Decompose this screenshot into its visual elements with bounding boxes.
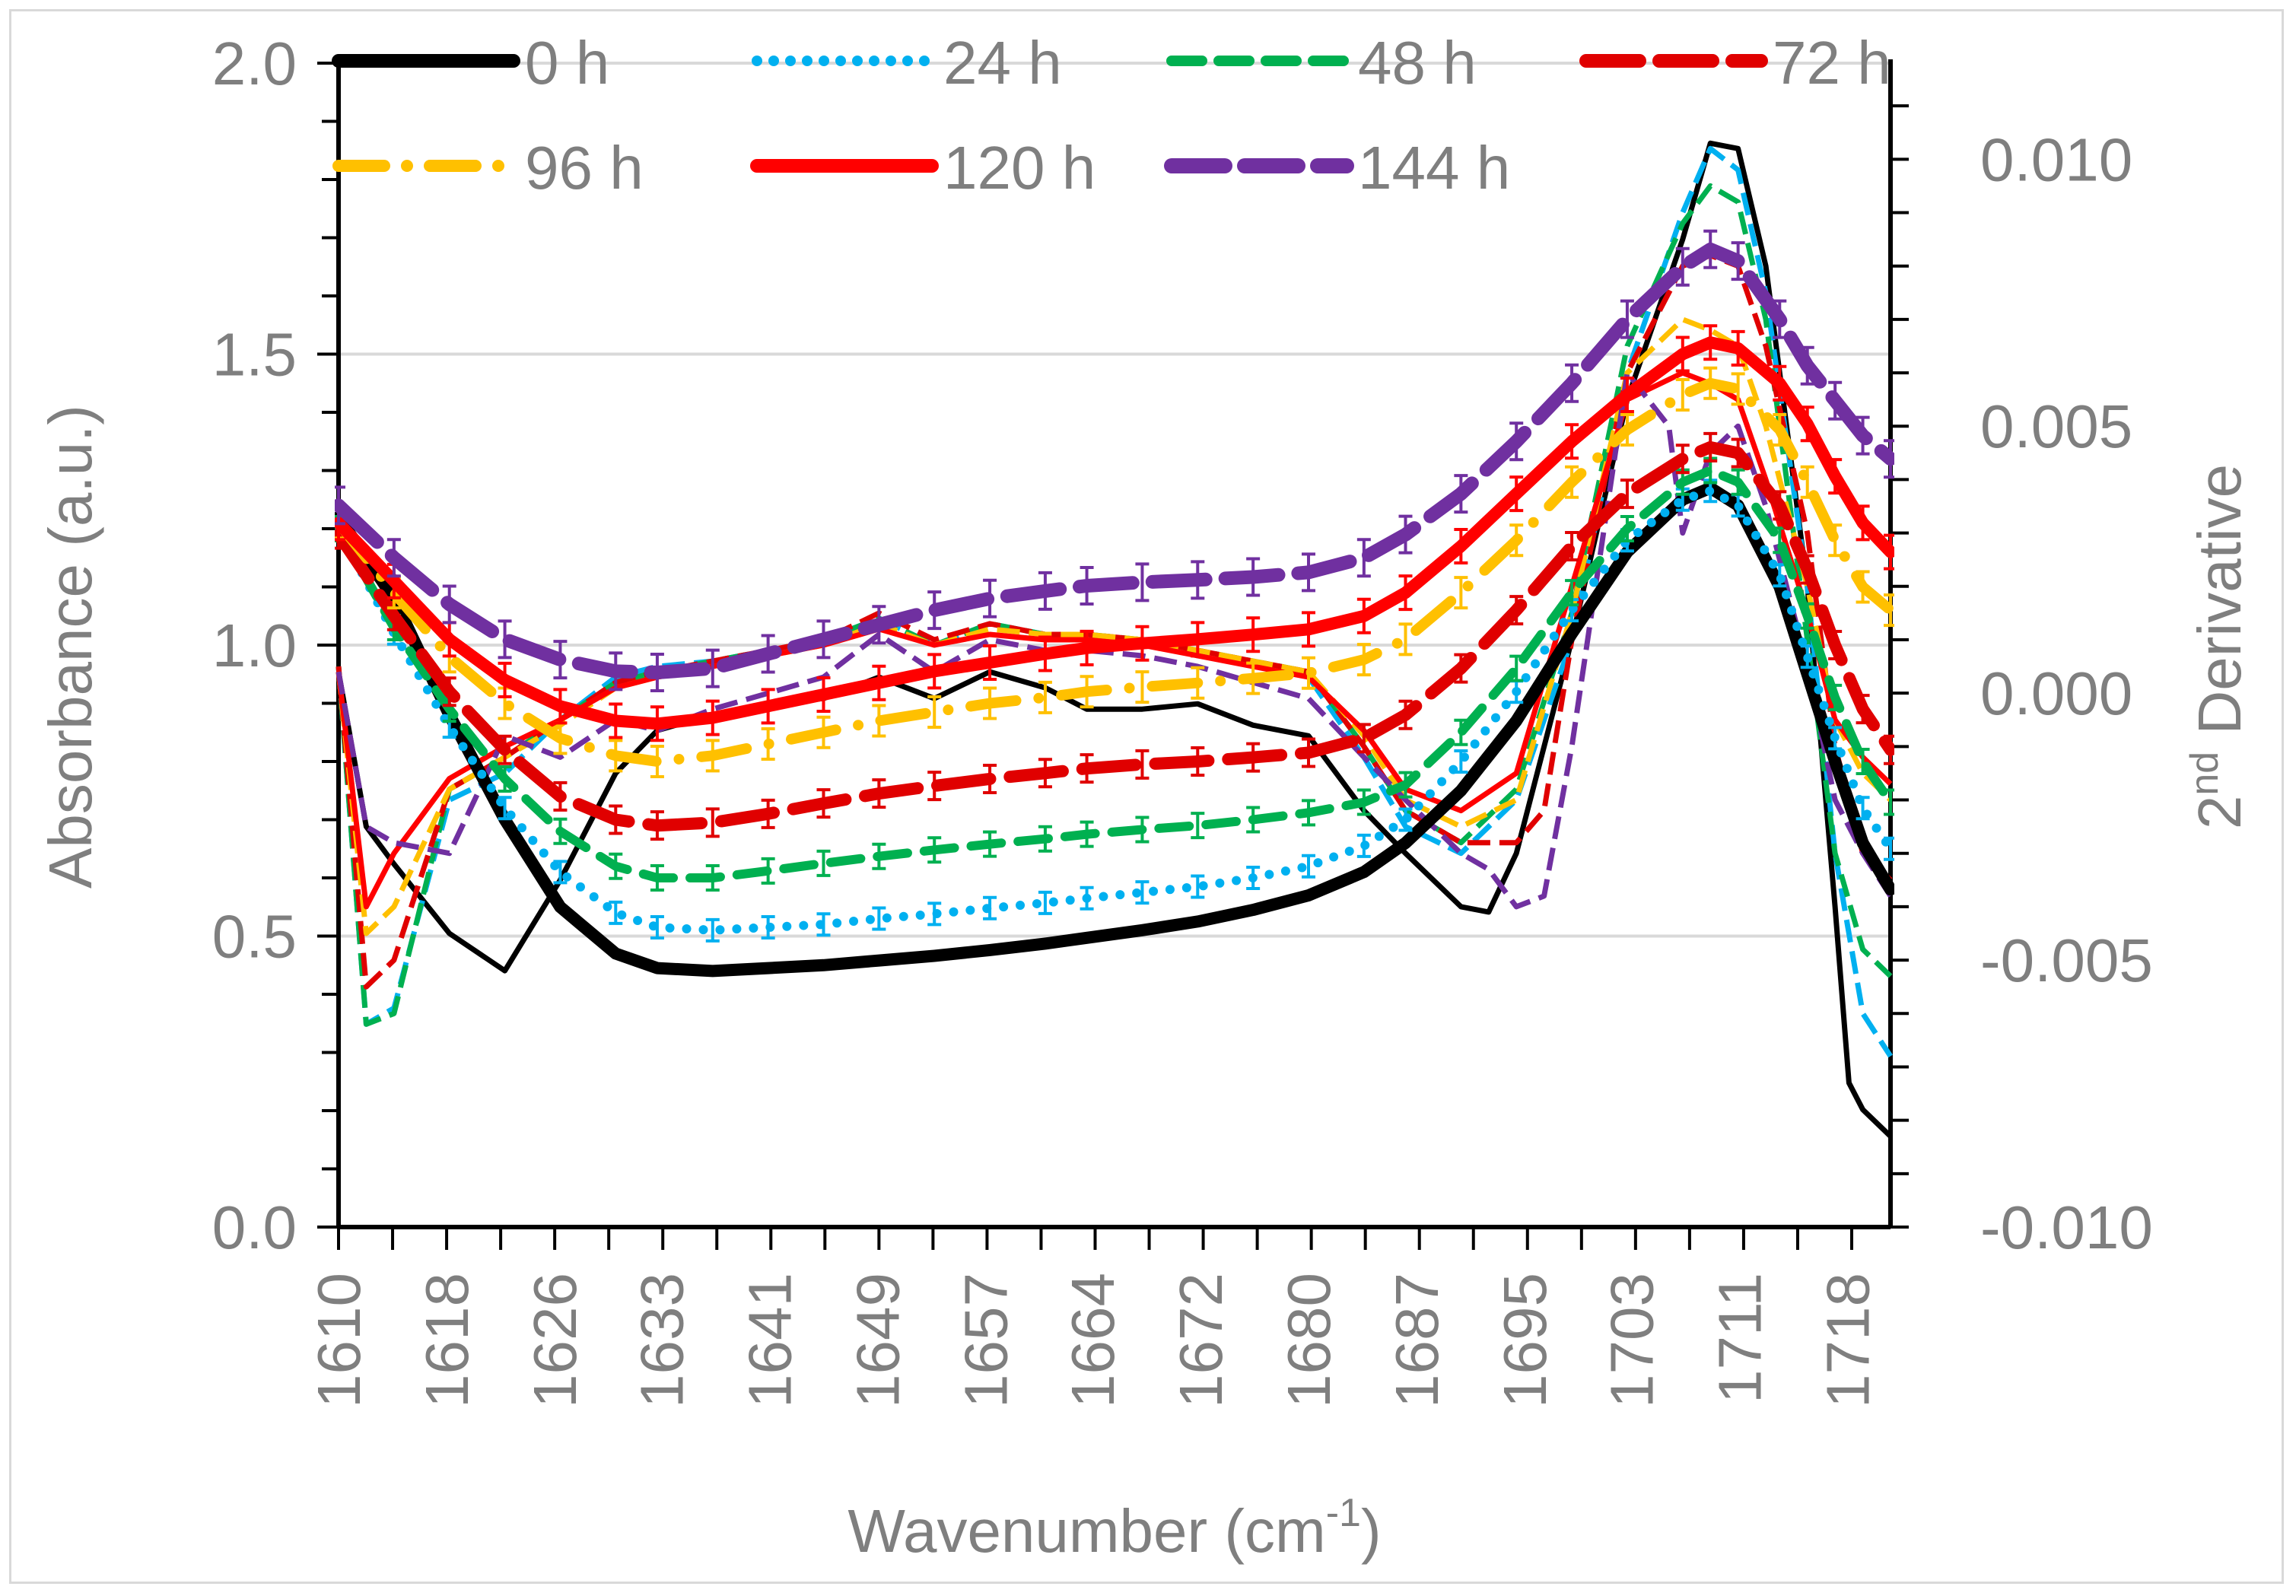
- x-tick-label: 1664: [1059, 1273, 1127, 1408]
- legend-label-48h: 48 h: [1358, 29, 1477, 97]
- x-tick-label: 1610: [305, 1273, 373, 1408]
- derivative-line-72h: [335, 253, 1893, 990]
- error-bar: [1135, 562, 1150, 602]
- y-tick-label: 1.0: [212, 612, 297, 679]
- error-bar: [1356, 723, 1371, 754]
- absorbance-line-96h: [335, 377, 1894, 767]
- x-tick-label: 1680: [1275, 1273, 1343, 1408]
- error-bar: [1620, 478, 1634, 510]
- x-tick-label: 1657: [952, 1273, 1020, 1408]
- x-axis-title: Wavenumber (cm-1): [847, 1491, 1381, 1565]
- legend-label-96h: 96 h: [525, 134, 644, 202]
- y2-tick-label: -0.010: [1980, 1194, 2153, 1261]
- derivative-line-0h: [335, 140, 1893, 1139]
- error-bar: [1135, 670, 1150, 704]
- error-bar: [1302, 854, 1315, 879]
- error-bar: [1038, 680, 1052, 714]
- y2-tick-label: 0.000: [1980, 660, 2132, 727]
- x-tick-label: 1626: [521, 1273, 589, 1408]
- y-axis-title: Absorbance (a.u.): [37, 405, 104, 889]
- x-tick-label: 1687: [1383, 1273, 1451, 1408]
- error-bar: [927, 695, 942, 729]
- error-bar: [1135, 749, 1150, 780]
- x-tick-label: 1703: [1598, 1273, 1665, 1408]
- legend: 0 h 24 h 48 h 72 h 96 h 120 h 144 h: [332, 29, 1891, 202]
- error-bar: [1191, 874, 1205, 899]
- axes: [317, 59, 1909, 1250]
- legend-label-0h: 0 h: [525, 29, 609, 97]
- chart-frame: [9, 9, 2284, 1584]
- x-tick-label: 1711: [1706, 1273, 1773, 1404]
- y2-axis-title: 2nd Derivative: [2183, 464, 2253, 829]
- error-bar: [872, 906, 886, 931]
- error-bar: [705, 917, 720, 943]
- legend-label-144h: 144 h: [1358, 134, 1510, 202]
- y-tick-label: 1.5: [212, 321, 297, 389]
- error-bar: [1135, 880, 1150, 905]
- series-layer: [335, 140, 1894, 1139]
- x-tick-label: 1649: [844, 1273, 912, 1408]
- x-tick-label: 1641: [736, 1273, 803, 1408]
- y-tick-label: 0.0: [212, 1194, 297, 1261]
- error-bar: [1191, 812, 1205, 840]
- y2-tick-label: -0.005: [1980, 927, 2153, 994]
- error-bar: [1620, 299, 1634, 339]
- error-bar: [1038, 890, 1052, 915]
- x-tick-label: 1633: [628, 1273, 695, 1408]
- absorbance-line-48h: [335, 466, 1894, 882]
- legend-label-24h: 24 h: [943, 29, 1062, 97]
- y2-tick-labels: -0.010 -0.005 0.000 0.005 0.010: [1980, 126, 2153, 1261]
- legend-label-120h: 120 h: [943, 134, 1096, 202]
- legend-label-72h: 72 h: [1773, 29, 1891, 97]
- absorbance-line-72h: [335, 440, 1894, 832]
- error-bar: [816, 849, 831, 877]
- x-tick-label: 1695: [1491, 1273, 1559, 1408]
- x-tick-label: 1672: [1167, 1273, 1235, 1408]
- error-bar: [609, 900, 623, 925]
- y-tick-label: 2.0: [212, 30, 297, 97]
- absorbance-line-0h: [335, 482, 1894, 978]
- error-bar: [1398, 622, 1413, 657]
- y2-tick-label: 0.010: [1980, 126, 2132, 193]
- x-tick-label: 1618: [413, 1273, 481, 1408]
- error-bar: [1675, 378, 1690, 412]
- x-tick-labels: 1610 1618 1626 1633 1641 1649 1657 1664 1672 1680…: [305, 1273, 1882, 1408]
- absorbance-line-120h: [335, 336, 1894, 730]
- y-tick-labels: 0.0 0.5 1.0 1.5 2.0: [212, 30, 297, 1261]
- x-tick-label: 1718: [1814, 1273, 1882, 1408]
- y2-tick-label: 0.005: [1980, 393, 2132, 460]
- y-tick-label: 0.5: [212, 903, 297, 971]
- absorbance-line-144h: [335, 242, 1894, 679]
- error-bar: [1454, 576, 1468, 610]
- error-bar: [1675, 246, 1690, 287]
- error-bar: [705, 807, 720, 838]
- error-bar: [705, 648, 720, 688]
